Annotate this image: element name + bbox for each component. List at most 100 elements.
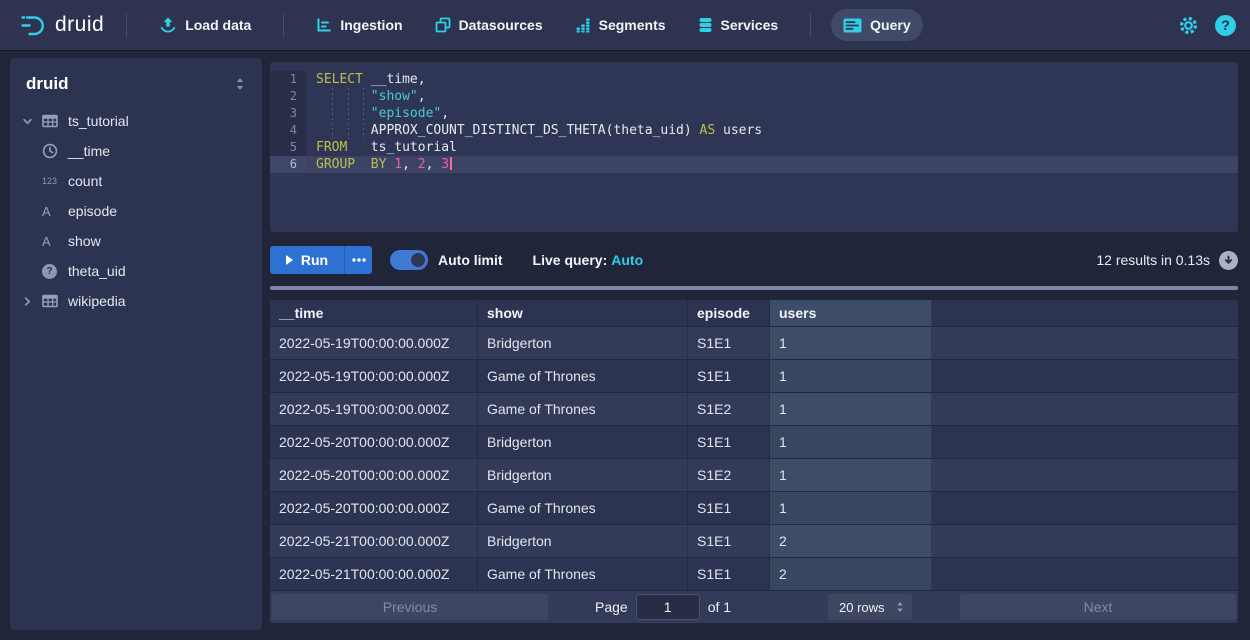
sql-editor[interactable]: 1 SELECT __time, 2 "show", 3 "episode", 4 AP… xyxy=(270,62,1238,232)
text-cursor xyxy=(450,157,453,170)
code-line-6[interactable]: 6 GROUP BY 1, 2, 3 xyxy=(270,156,1238,173)
table-row: 2022-05-21T00:00:00.000Z Bridgerton S1E1 2 xyxy=(270,525,1238,558)
nav-item-label: Services xyxy=(720,17,779,33)
table-cell[interactable]: 2022-05-21T00:00:00.000Z xyxy=(270,525,478,557)
run-more-options-button[interactable] xyxy=(344,246,372,274)
line-number: 4 xyxy=(270,122,306,139)
indent-guide xyxy=(363,88,364,139)
column-header-episode[interactable]: episode xyxy=(688,300,770,326)
table-icon xyxy=(42,294,66,308)
table-cell[interactable]: 2 xyxy=(770,525,932,557)
nav-item-segments[interactable]: Segments xyxy=(563,9,678,41)
tree-item-label: episode xyxy=(68,203,118,219)
download-results-button[interactable] xyxy=(1219,250,1238,270)
table-cell[interactable]: S1E1 xyxy=(688,492,770,524)
table-cell[interactable]: S1E1 xyxy=(688,327,770,359)
table-cell[interactable]: Game of Thrones xyxy=(478,492,688,524)
previous-page-button[interactable]: Previous xyxy=(272,594,548,620)
nav-item-query[interactable]: Query xyxy=(831,9,923,41)
schema-selector[interactable]: druid xyxy=(10,58,262,106)
run-button[interactable]: Run xyxy=(270,246,344,274)
code-line-5[interactable]: 5 FROM ts_tutorial xyxy=(270,139,1238,156)
table-cell[interactable]: 1 xyxy=(770,360,932,392)
table-cell[interactable]: Bridgerton xyxy=(478,327,688,359)
top-navbar: druid Load data Ingestion Datasources Segme… xyxy=(0,0,1250,50)
table-cell[interactable]: Game of Thrones xyxy=(478,360,688,392)
query-icon xyxy=(843,18,862,33)
table-cell[interactable]: Game of Thrones xyxy=(478,393,688,425)
table-cell[interactable]: 2022-05-20T00:00:00.000Z xyxy=(270,492,478,524)
unknown-type-icon: ? xyxy=(42,263,66,279)
table-cell[interactable]: 2022-05-19T00:00:00.000Z xyxy=(270,327,478,359)
nav-item-ingestion[interactable]: Ingestion xyxy=(304,9,414,41)
table-cell[interactable]: 2022-05-19T00:00:00.000Z xyxy=(270,393,478,425)
navbar-right: ? xyxy=(1178,14,1236,36)
live-query-mode-button[interactable]: Auto xyxy=(611,252,644,268)
code-line-2[interactable]: 2 "show", xyxy=(270,88,1238,105)
column-header-__time[interactable]: __time xyxy=(270,300,478,326)
table-cell[interactable]: 2022-05-19T00:00:00.000Z xyxy=(270,360,478,392)
table-cell[interactable]: 2 xyxy=(770,558,932,590)
tree-column-__time[interactable]: __time xyxy=(10,136,262,166)
help-button[interactable]: ? xyxy=(1215,14,1236,36)
brand-home-link[interactable]: druid xyxy=(14,13,110,37)
chevron-right-icon xyxy=(22,296,42,307)
nav-item-load-data[interactable]: Load data xyxy=(147,8,263,42)
table-cell[interactable]: S1E1 xyxy=(688,525,770,557)
table-cell[interactable]: 1 xyxy=(770,459,932,491)
tree-column-count[interactable]: 123 count xyxy=(10,166,262,196)
table-cell[interactable]: S1E2 xyxy=(688,459,770,491)
tree-table-wikipedia[interactable]: wikipedia xyxy=(10,286,262,316)
tree-column-theta_uid[interactable]: ? theta_uid xyxy=(10,256,262,286)
tree-item-label: count xyxy=(68,173,103,189)
table-cell[interactable]: S1E1 xyxy=(688,360,770,392)
auto-limit-label[interactable]: Auto limit xyxy=(438,252,503,268)
navbar-separator xyxy=(126,13,128,37)
table-cell-filler xyxy=(932,525,1238,557)
column-header-show[interactable]: show xyxy=(478,300,688,326)
nav-item-datasources[interactable]: Datasources xyxy=(423,9,555,41)
double-caret-icon xyxy=(234,76,246,92)
page-of-label: of 1 xyxy=(707,599,732,615)
table-cell[interactable]: 1 xyxy=(770,426,932,458)
number-column-icon: 123 xyxy=(42,176,58,186)
table-cell[interactable]: 1 xyxy=(770,393,932,425)
table-cell[interactable]: 2022-05-21T00:00:00.000Z xyxy=(270,558,478,590)
table-cell[interactable]: S1E2 xyxy=(688,393,770,425)
panel-splitter[interactable] xyxy=(270,286,1238,290)
code-line-4[interactable]: 4 APPROX_COUNT_DISTINCT_DS_THETA(theta_u… xyxy=(270,122,1238,139)
table-cell[interactable]: S1E1 xyxy=(688,426,770,458)
settings-gear-button[interactable] xyxy=(1178,15,1199,36)
page-size-select[interactable]: 20 rows xyxy=(828,594,912,620)
table-cell[interactable]: Bridgerton xyxy=(478,426,688,458)
table-cell[interactable]: 1 xyxy=(770,327,932,359)
gear-icon xyxy=(1178,15,1199,36)
nav-item-services[interactable]: Services xyxy=(686,9,791,41)
auto-limit-toggle[interactable] xyxy=(390,250,428,270)
ingestion-icon xyxy=(316,17,332,33)
help-icon: ? xyxy=(1215,14,1236,36)
table-cell[interactable]: Bridgerton xyxy=(478,525,688,557)
tree-table-ts_tutorial[interactable]: ts_tutorial xyxy=(10,106,262,136)
column-header-users[interactable]: users xyxy=(770,300,932,326)
table-cell[interactable]: Game of Thrones xyxy=(478,558,688,590)
tree-item-label: wikipedia xyxy=(68,293,126,309)
pagination-bar: Previous Page of 1 20 rows Next xyxy=(270,591,1238,623)
next-page-button[interactable]: Next xyxy=(960,594,1236,620)
table-cell[interactable]: 2022-05-20T00:00:00.000Z xyxy=(270,459,478,491)
table-cell[interactable]: 2022-05-20T00:00:00.000Z xyxy=(270,426,478,458)
code-line-1[interactable]: 1 SELECT __time, xyxy=(270,71,1238,88)
page-label: Page xyxy=(595,599,628,615)
table-row: 2022-05-19T00:00:00.000Z Game of Thrones S… xyxy=(270,360,1238,393)
line-number: 1 xyxy=(270,71,306,88)
table-cell[interactable]: Bridgerton xyxy=(478,459,688,491)
code-text: APPROX_COUNT_DISTINCT_DS_THETA(theta_uid… xyxy=(316,123,763,138)
table-cell[interactable]: 1 xyxy=(770,492,932,524)
table-cell[interactable]: S1E1 xyxy=(688,558,770,590)
navbar-separator xyxy=(810,13,812,37)
page-number-input[interactable] xyxy=(635,594,700,620)
code-line-3[interactable]: 3 "episode", xyxy=(270,105,1238,122)
